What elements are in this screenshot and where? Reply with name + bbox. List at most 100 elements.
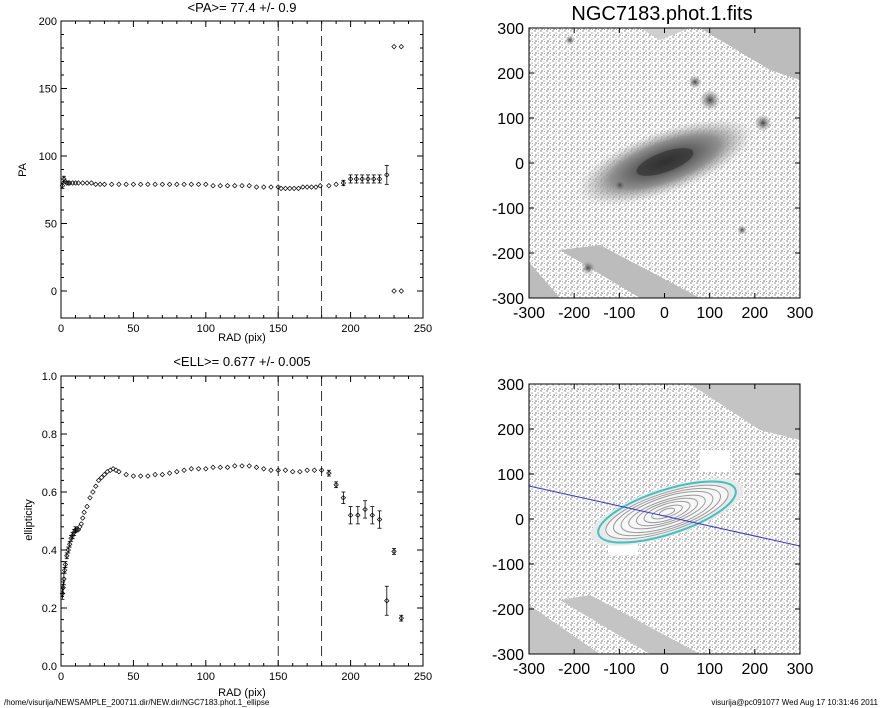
ellipticity-data-point [355,512,361,518]
ellipticity-data-point [84,503,90,510]
ellipticity-plot: <ELL>= 0.677 +/- 0.005 0 50 100 150 200 250 0… [23,354,432,699]
ellipticity-x-tick-label: 150 [269,671,287,683]
pa-x-tick-label: 100 [197,323,215,335]
isophote-image-x-tick-label: 300 [787,661,814,678]
galaxy-image-raster [529,28,800,298]
isophote-image-x-ticks: -300 -200 -100 0 100 200 300 [513,384,813,678]
ellipticity-data-point [311,467,318,473]
ellipticity-data-point [95,477,102,484]
ellipticity-data-point [110,466,116,472]
pa-data-point [300,184,306,190]
ellipticity-data-point [391,548,397,555]
pa-data-point [391,43,397,50]
ellipticity-data-point [181,467,187,473]
ellipticity-data-point [340,495,347,501]
pa-plot-title: <PA>= 77.4 +/- 0.9 [188,0,297,15]
isophote-image-x-tick-label: 100 [696,661,723,678]
pa-data-point [93,181,99,188]
pa-y-tick-label: 200 [39,16,57,28]
ellipticity-data-point [75,527,82,533]
ellipticity-data-point [152,471,158,478]
ellipticity-data-point [61,567,68,573]
pa-plot: <PA>= 77.4 +/- 0.9 0 50 100 150 200 250 0 50 10… [17,0,432,344]
galaxy-image-x-tick-label: 0 [660,305,669,322]
ellipticity-data-point [61,576,67,582]
galaxy-image-x-tick-label: -200 [558,305,590,322]
pa-y-axis-label: PA [17,162,29,177]
pa-data-point [347,176,354,182]
pa-x-tick-label: 50 [127,323,139,335]
ellipticity-data-point [217,464,223,471]
ellipticity-data-point [347,512,354,518]
pa-data-point [123,181,129,188]
ellipticity-data-point [64,553,70,559]
ellipticity-data-point [384,598,390,604]
ellipticity-data-point [81,509,87,515]
pa-data-point [239,183,245,189]
pa-data-point [188,181,195,188]
ellipticity-y-tick-label: 0.0 [42,661,57,673]
ellipticity-y-ticks: 0.0 0.2 0.4 0.6 0.8 1.0 [42,371,423,673]
galaxy-image-y-tick-label: 100 [497,111,524,128]
pa-x-ticks: 0 50 100 150 200 250 [58,21,432,335]
ellipticity-y-axis-label: ellipticity [23,499,35,541]
ellipticity-data-point [232,463,238,469]
galaxy-image-x-tick-label: -100 [603,305,635,322]
ellipticity-data-point [62,561,69,568]
ellipticity-data-point [159,471,166,478]
ellipticity-data-point [376,516,383,523]
ellipticity-y-tick-label: 0.4 [42,545,57,557]
ellipticity-data-point [78,521,84,527]
isophote-image-y-tick-label: -100 [492,557,524,574]
pa-data-point [84,180,90,186]
galaxy-image-x-tick-label: 100 [696,305,723,322]
ellipticity-data-point [130,473,137,479]
pa-x-tick-label: 250 [414,323,432,335]
ellipticity-data-point [166,470,173,476]
ellipticity-data-point [74,527,80,533]
pa-data-point [174,181,180,188]
ellipticity-data-point [282,467,289,473]
pa-data-point [72,180,79,186]
pa-data-point [278,185,284,192]
pa-points [59,43,404,294]
pa-data-point [65,180,71,186]
pa-data-point [384,172,390,178]
ellipticity-data-point [87,495,93,501]
ellipticity-x-ticks: 0 50 100 150 200 250 [58,376,432,683]
pa-data-point [253,184,260,190]
ellipticity-data-point [275,467,281,473]
isophote-image-y-tick-label: 200 [497,422,524,439]
pa-data-point [217,183,223,189]
galaxy-image-panel: NGC7183.phot.1.fits [492,3,813,322]
major-axis-line [529,485,800,547]
pa-data-point [282,185,289,192]
pa-data-point [88,180,95,186]
pa-data-point [295,185,302,192]
pa-x-tick-label: 0 [58,323,64,335]
pa-data-point [304,184,310,190]
pa-data-point [166,181,173,188]
isophote-ellipses [597,480,737,544]
ellipticity-data-point [253,464,260,471]
pa-y-tick-label: 100 [39,151,57,163]
ellipticity-plot-title: <ELL>= 0.677 +/- 0.005 [173,354,310,369]
ellipticity-data-point [297,469,303,475]
ellipticity-data-point [80,515,86,521]
ellipticity-x-tick-label: 250 [414,671,432,683]
pa-data-point [130,181,137,188]
ellipticity-x-axis-label: RAD (pix) [218,687,266,699]
isophote-image-y-tick-label: -200 [492,602,524,619]
pa-y-tick-label: 50 [45,219,57,231]
pa-data-point [116,181,122,188]
pa-data-point [203,181,209,188]
pa-data-point [69,180,76,186]
pa-data-point [333,181,339,188]
ellipticity-data-point [113,467,119,473]
ellipticity-data-point [261,466,267,472]
isophote-image-x-tick-label: -300 [513,661,545,678]
galaxy-image-x-tick-label: 200 [741,305,768,322]
pa-data-point [159,181,166,188]
pa-data-point [108,181,115,188]
